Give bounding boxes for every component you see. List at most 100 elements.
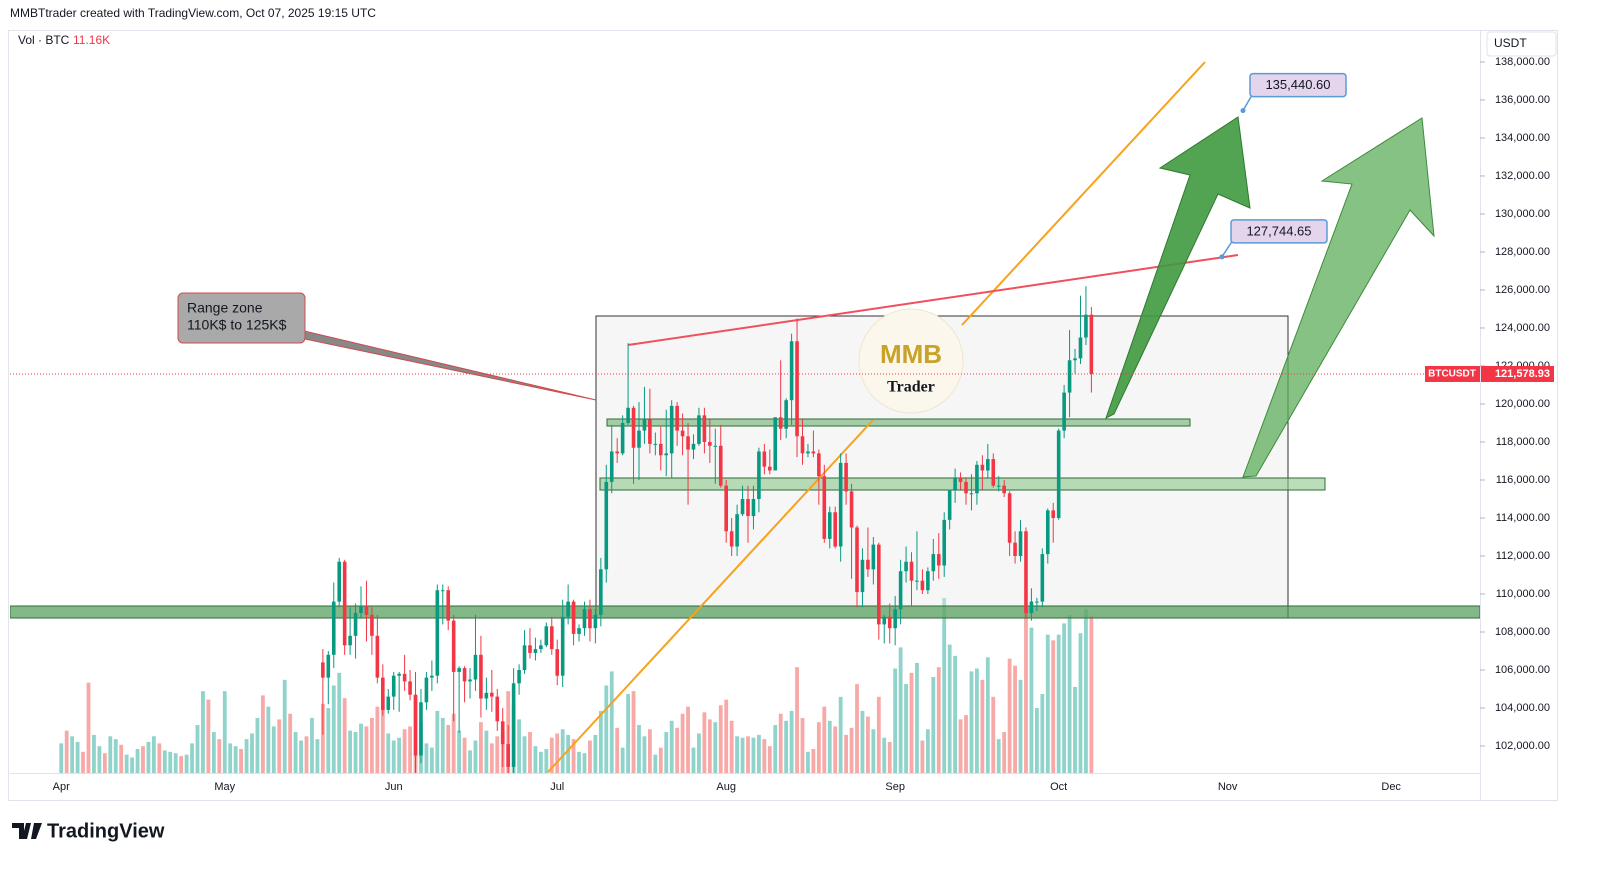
volume-bar bbox=[1067, 614, 1072, 773]
candle-body bbox=[746, 498, 750, 517]
volume-bar bbox=[707, 719, 712, 773]
x-tick-label: May bbox=[214, 781, 235, 793]
volume-bar bbox=[75, 741, 80, 773]
volume-bar bbox=[697, 733, 701, 773]
volume-bar bbox=[102, 753, 107, 773]
candle-body bbox=[364, 605, 369, 615]
volume-bar bbox=[141, 746, 145, 773]
volume-bar bbox=[898, 647, 903, 773]
volume-bar bbox=[408, 726, 412, 773]
candle-body bbox=[827, 512, 832, 539]
volume-bar bbox=[462, 737, 467, 773]
candles bbox=[10, 286, 1480, 773]
volume-bar bbox=[980, 679, 985, 773]
volume-bar bbox=[975, 668, 979, 773]
candle-body bbox=[936, 554, 941, 566]
candle-body bbox=[980, 464, 985, 471]
brand-name: TradingView bbox=[47, 820, 165, 842]
volume-bar bbox=[702, 712, 707, 773]
volume-bar bbox=[310, 717, 314, 773]
volume-bar bbox=[778, 713, 783, 773]
volume-bar bbox=[157, 743, 162, 773]
volume-bar bbox=[598, 710, 603, 773]
volume-bar bbox=[1062, 623, 1067, 773]
candle-body bbox=[1051, 510, 1056, 518]
volume-bar bbox=[909, 672, 914, 773]
volume-bar bbox=[375, 706, 380, 773]
volume-bar bbox=[691, 747, 696, 773]
volume-bar bbox=[402, 729, 407, 773]
target-box bbox=[1230, 219, 1328, 244]
candle-body bbox=[686, 436, 690, 450]
y-tick-label: 138,000.00 bbox=[1495, 56, 1550, 68]
volume-bar bbox=[435, 710, 440, 773]
target-box bbox=[1249, 72, 1347, 98]
volume-bar bbox=[130, 757, 134, 773]
trendline bbox=[961, 61, 1206, 326]
volume-bar bbox=[440, 717, 445, 773]
volume-bar bbox=[647, 729, 652, 773]
candle-body bbox=[784, 400, 788, 429]
candle-body bbox=[468, 679, 472, 682]
candle-body bbox=[615, 451, 619, 454]
candle-body bbox=[381, 677, 385, 710]
volume-bar bbox=[260, 695, 265, 773]
volume-bar bbox=[729, 720, 734, 773]
volume-bar bbox=[250, 733, 254, 773]
volume-bar bbox=[686, 706, 690, 773]
volume-bar bbox=[255, 717, 260, 773]
candle-body bbox=[588, 609, 592, 629]
volume-bar bbox=[326, 708, 331, 773]
drawings: MMB Trader bbox=[10, 61, 1480, 773]
y-tick-label: 128,000.00 bbox=[1495, 246, 1550, 258]
volume-bar bbox=[1073, 686, 1077, 773]
candle-body bbox=[506, 744, 510, 767]
candle-body bbox=[909, 561, 914, 581]
candle-body bbox=[484, 692, 489, 699]
volume-bar bbox=[201, 691, 205, 773]
candle-body bbox=[555, 649, 560, 676]
volume-bar bbox=[582, 753, 587, 773]
candle-body bbox=[1013, 542, 1017, 556]
callout-pointer bbox=[299, 329, 597, 401]
candle-body bbox=[708, 441, 712, 446]
target-label: 135,440.60 bbox=[1265, 77, 1330, 92]
volume-bar bbox=[860, 710, 865, 773]
volume-bar bbox=[473, 740, 478, 773]
volume-bar bbox=[1056, 634, 1061, 773]
callout bbox=[177, 292, 306, 344]
volume-bar bbox=[969, 671, 974, 773]
x-tick-label: Jul bbox=[550, 781, 564, 793]
volume-bar bbox=[795, 667, 799, 773]
volume-bar bbox=[1045, 634, 1050, 773]
candle-body bbox=[1056, 430, 1061, 518]
volume-bar bbox=[222, 691, 227, 773]
callout-text: 110K$ to 125K$ bbox=[187, 317, 287, 333]
volume bbox=[59, 598, 1094, 773]
volume-bar bbox=[277, 719, 282, 773]
candle-body bbox=[893, 609, 897, 629]
volume-bar bbox=[855, 684, 859, 773]
volume-bar bbox=[626, 693, 630, 773]
volume-bar bbox=[108, 736, 113, 773]
volume-bar bbox=[756, 734, 761, 773]
volume-bar bbox=[538, 751, 543, 773]
x-tick-label: Aug bbox=[716, 781, 736, 793]
currency-box[interactable] bbox=[1486, 31, 1557, 57]
volume-bar bbox=[833, 726, 838, 773]
volume-bar bbox=[64, 730, 69, 773]
y-tick-label: 104,000.00 bbox=[1495, 702, 1550, 714]
symbol: BTCUSDT bbox=[1428, 369, 1476, 380]
candle-body bbox=[577, 628, 581, 634]
candle-body bbox=[331, 601, 336, 655]
candle-body bbox=[1084, 314, 1088, 338]
candle-body bbox=[326, 654, 331, 678]
volume-bar bbox=[151, 736, 156, 773]
candle-body bbox=[691, 443, 696, 450]
candle-body bbox=[440, 590, 445, 592]
volume-bar bbox=[348, 730, 353, 773]
volume-bar bbox=[713, 722, 718, 773]
price-box bbox=[1481, 365, 1554, 382]
volume-bar bbox=[1040, 693, 1045, 773]
candle-body bbox=[457, 668, 461, 672]
